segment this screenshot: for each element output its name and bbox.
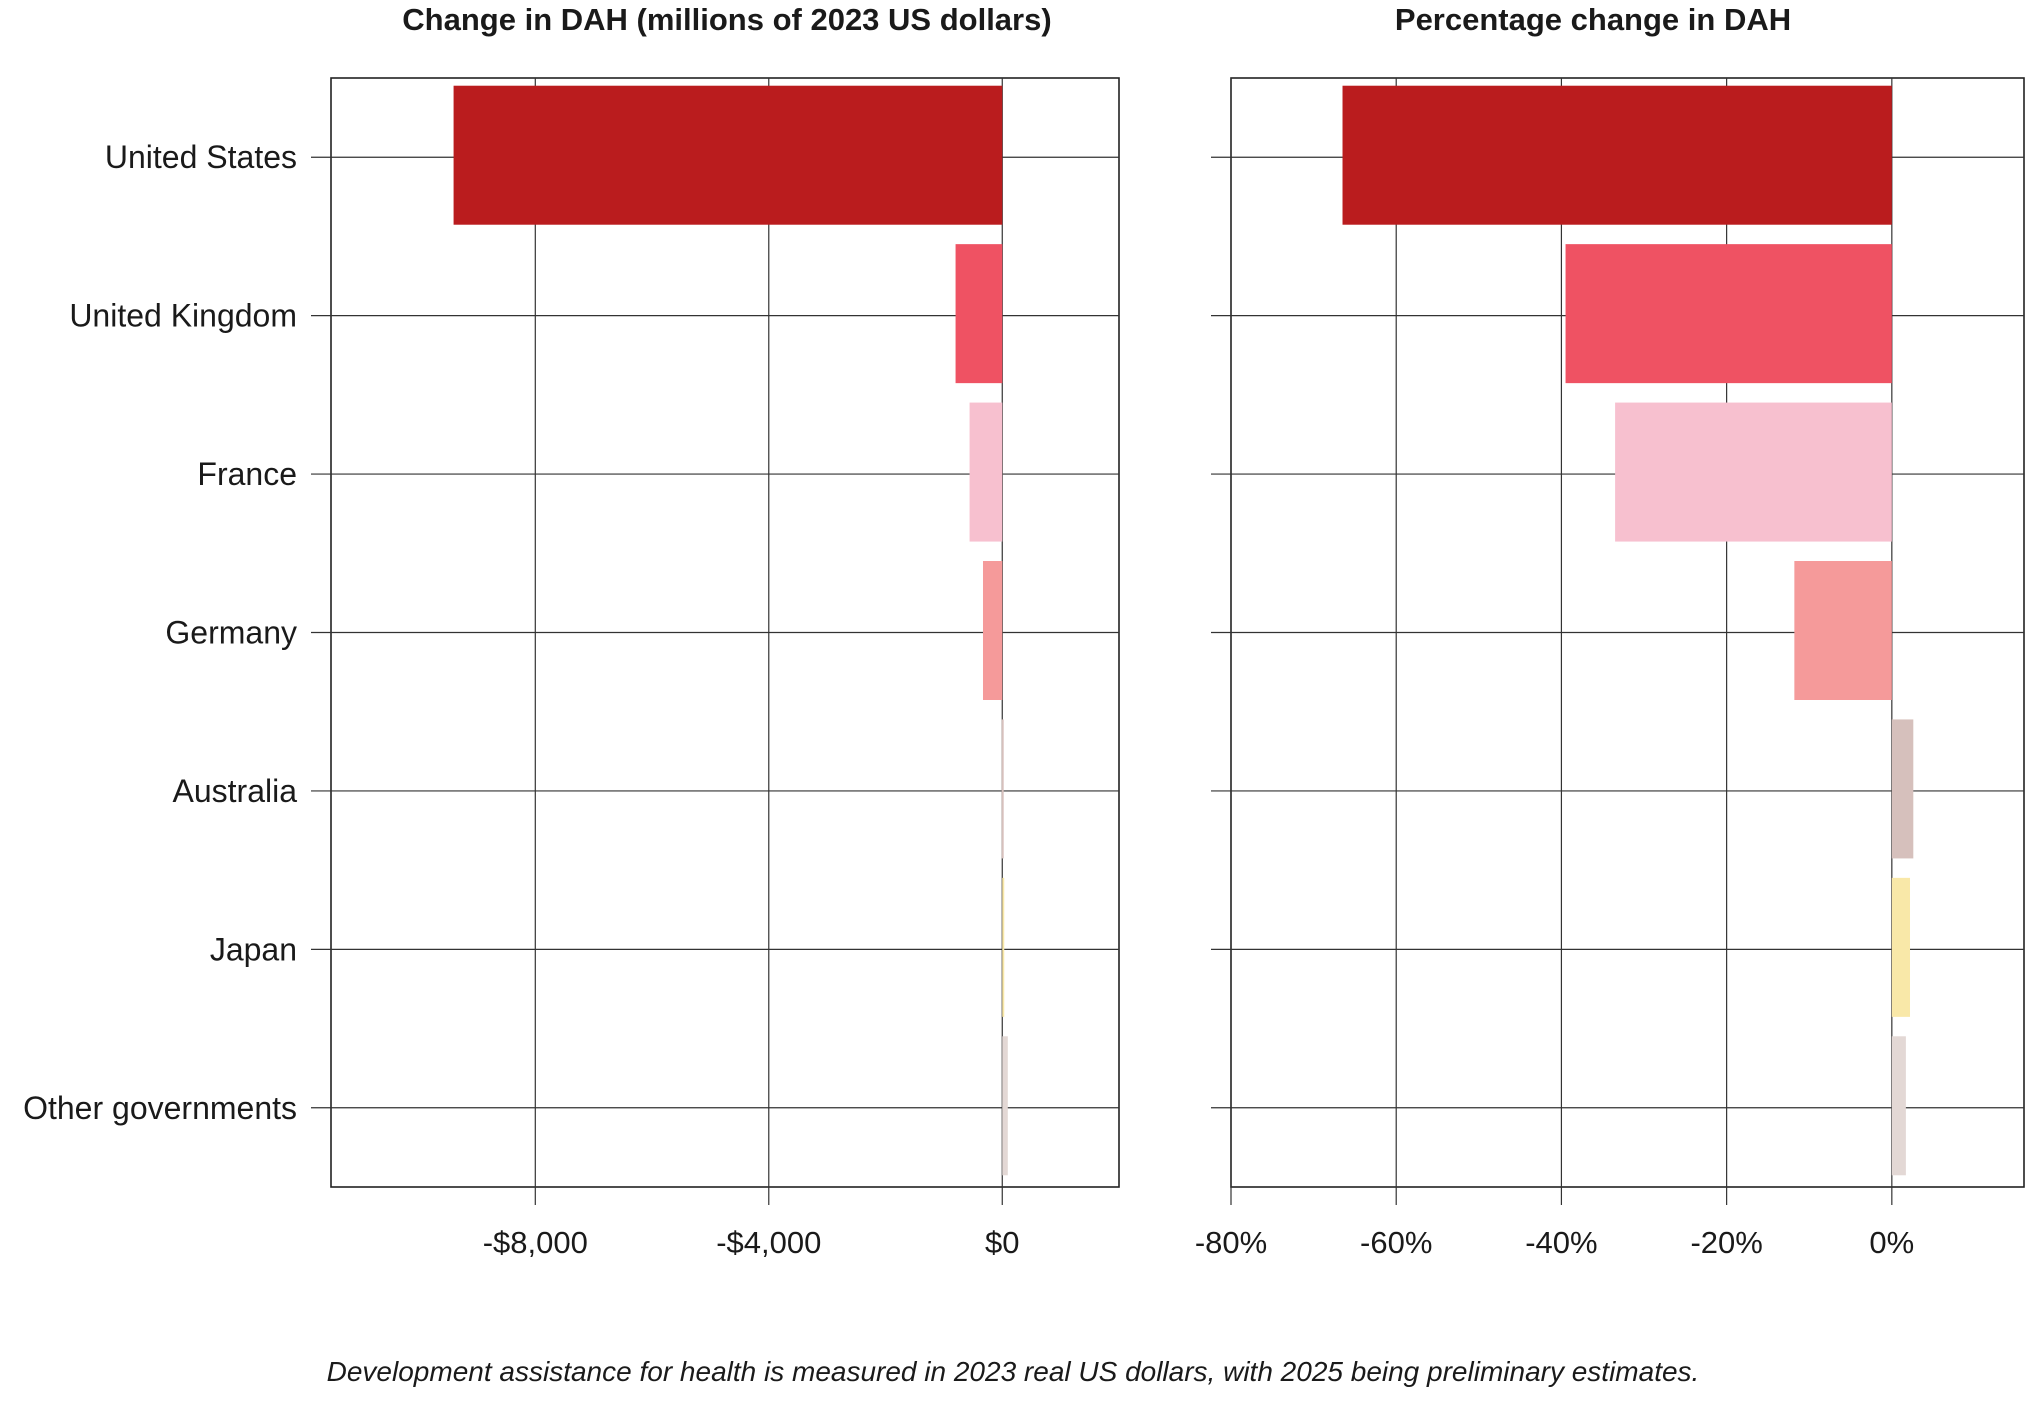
- bar-germany-left: [982, 561, 1003, 700]
- bars-right: [1342, 85, 1914, 1176]
- x-tick-label-left-0: -$8,000: [483, 1225, 588, 1260]
- category-label-australia: Australia: [173, 773, 298, 809]
- panel-change-usd: Change in DAH (millions of 2023 US dolla…: [23, 2, 1120, 1260]
- category-label-united-states: United States: [105, 139, 297, 175]
- category-label-france: France: [197, 456, 297, 492]
- category-label-japan: Japan: [210, 931, 297, 967]
- x-tick-label-left-2: $0: [985, 1225, 1019, 1260]
- bar-australia-right: [1891, 719, 1914, 859]
- panel-percentage-change: Percentage change in DAH -80% -60% -40% -20…: [1195, 2, 2025, 1260]
- bar-united-states-right: [1342, 85, 1892, 225]
- x-tick-labels-right: -80% -60% -40% -20% 0%: [1195, 1225, 1914, 1260]
- x-tick-label-right-0: -80%: [1195, 1225, 1267, 1260]
- bar-japan-right: [1891, 877, 1911, 1017]
- bars-left: [453, 85, 1008, 1176]
- bar-other-governments-right: [1891, 1036, 1906, 1176]
- x-tick-label-right-4: 0%: [1869, 1225, 1914, 1260]
- bar-australia-left: [1001, 719, 1004, 859]
- category-label-other-governments: Other governments: [23, 1090, 297, 1126]
- panel-title-percentage-change: Percentage change in DAH: [1395, 2, 1791, 37]
- footnote: Development assistance for health is mea…: [326, 1356, 1700, 1387]
- bar-united-kingdom-right: [1565, 244, 1892, 384]
- bar-france-left: [969, 402, 1003, 542]
- bar-united-kingdom-left: [955, 244, 1003, 384]
- x-tick-label-left-1: -$4,000: [716, 1225, 821, 1260]
- bar-germany-right: [1794, 561, 1892, 700]
- bar-united-states-left: [453, 85, 1003, 225]
- x-tick-labels-left: -$8,000 -$4,000 $0: [483, 1225, 1020, 1260]
- category-label-germany: Germany: [165, 615, 297, 651]
- bar-japan-left: [1002, 877, 1005, 1017]
- category-labels: United States United Kingdom France Germany…: [23, 139, 297, 1126]
- bar-other-governments-left: [1002, 1036, 1008, 1176]
- panel-title-change-usd: Change in DAH (millions of 2023 US dolla…: [402, 2, 1051, 37]
- category-label-united-kingdom: United Kingdom: [69, 298, 297, 334]
- x-tick-label-right-1: -60%: [1360, 1225, 1432, 1260]
- bar-france-right: [1615, 402, 1892, 542]
- x-tick-label-right-3: -20%: [1690, 1225, 1762, 1260]
- x-tick-label-right-2: -40%: [1525, 1225, 1597, 1260]
